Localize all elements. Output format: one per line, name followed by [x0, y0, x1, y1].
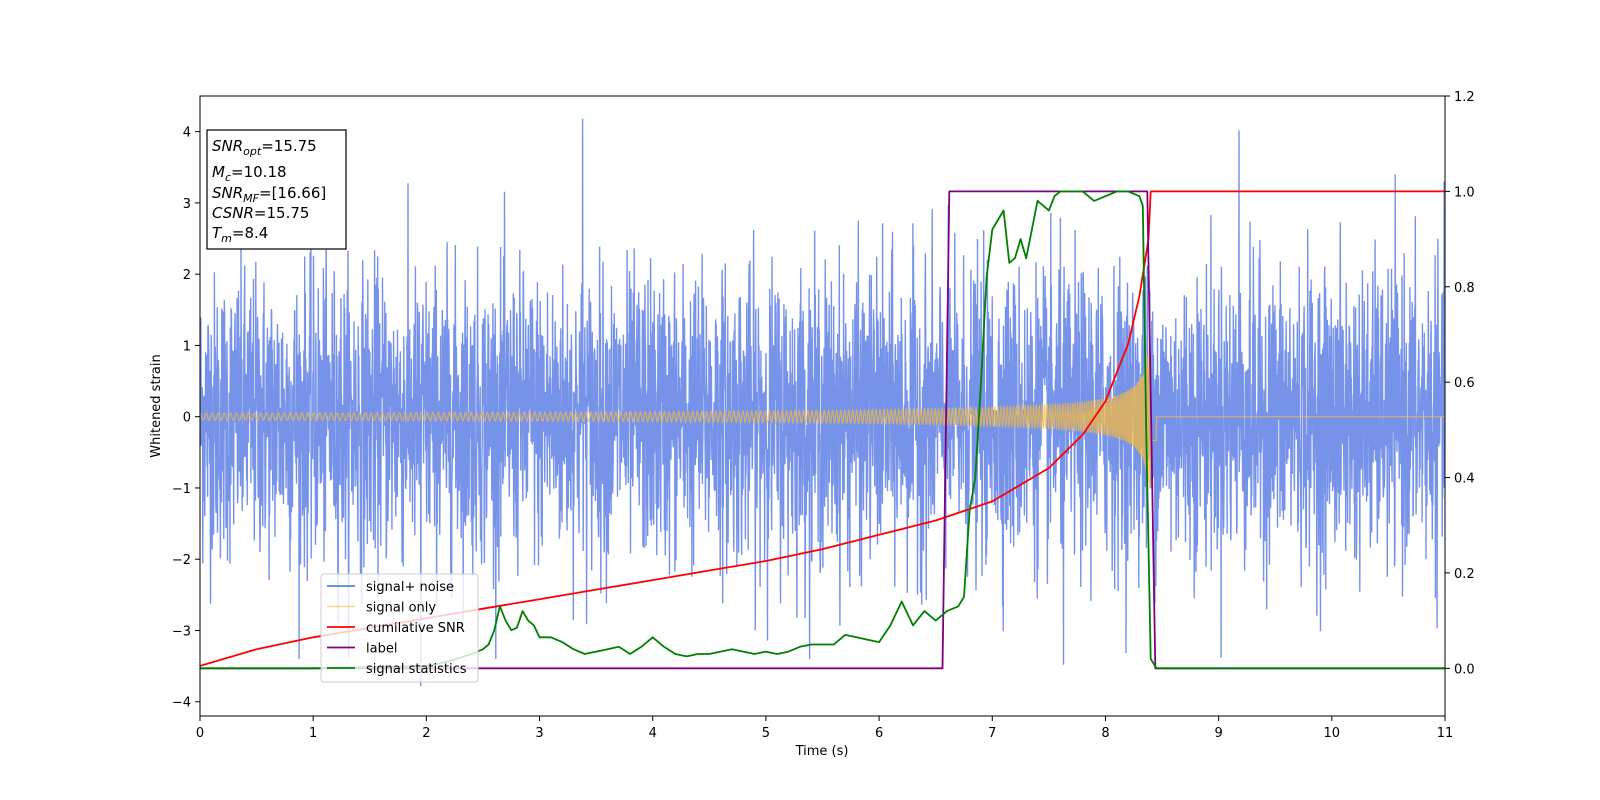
y-left-tick-label: −2 [172, 553, 191, 568]
x-tick-label: 10 [1324, 726, 1341, 741]
y-right-tick-label: 1.0 [1454, 185, 1475, 200]
legend-label: signal+ noise [366, 580, 454, 595]
y-right-tick-label: 0.2 [1454, 567, 1475, 582]
annotation-line: Mc=10.18 [212, 163, 287, 184]
y-right-tick-label: 0.6 [1454, 376, 1475, 391]
annotation-line: CSNR=15.75 [212, 204, 309, 222]
legend-label: signal only [366, 601, 436, 616]
y-left-tick-label: −4 [172, 696, 191, 711]
x-tick-label: 3 [535, 726, 543, 741]
y-left-tick-label: −1 [172, 482, 191, 497]
y-left-tick-label: 2 [183, 268, 191, 283]
y-left-tick-label: 0 [183, 411, 191, 426]
y-right-tick-label: 0.0 [1454, 662, 1475, 677]
series-signal-plus-noise [200, 118, 1445, 687]
y-left-tick-label: 4 [183, 126, 191, 141]
legend-label: signal statistics [366, 662, 467, 677]
y-left-tick-label: −3 [172, 624, 191, 639]
x-tick-label: 7 [988, 726, 996, 741]
annotation-line: SNRopt=15.75 [212, 137, 317, 158]
legend-label: cumilative SNR [366, 621, 465, 636]
annotation-line: SNRMF=[16.66] [212, 184, 326, 205]
y-right-tick-label: 0.8 [1454, 281, 1475, 296]
x-tick-label: 9 [1214, 726, 1222, 741]
legend-label: label [366, 642, 397, 657]
x-tick-label: 8 [1101, 726, 1109, 741]
annotation-box: SNRopt=15.75 Mc=10.18SNRMF=[16.66]CSNR=15… [206, 129, 347, 250]
legend: signal+ noise signal only cumilative SNR la… [320, 573, 479, 683]
y-left-tick-label: 1 [183, 339, 191, 354]
y-axis-label: Whitened strain [149, 354, 164, 457]
plot-frame [199, 95, 1446, 717]
x-tick-label: 1 [309, 726, 317, 741]
legend-frame [320, 573, 479, 683]
x-tick-label: 4 [649, 726, 657, 741]
x-axis-label: Time (s) [795, 744, 849, 759]
annotation-line: Tm=8.4 [212, 224, 268, 245]
series-signal-only [200, 346, 1445, 488]
y-right-tick-label: 1.2 [1454, 90, 1475, 105]
y-left-tick-label: 3 [183, 197, 191, 212]
series-signal-statistics [200, 190, 1445, 670]
x-tick-label: 5 [762, 726, 770, 741]
x-tick-label: 11 [1437, 726, 1454, 741]
y-right-tick-label: 0.4 [1454, 472, 1475, 487]
annotation-frame [206, 129, 347, 250]
x-tick-label: 0 [196, 726, 204, 741]
x-tick-label: 6 [875, 726, 883, 741]
x-tick-label: 2 [422, 726, 430, 741]
